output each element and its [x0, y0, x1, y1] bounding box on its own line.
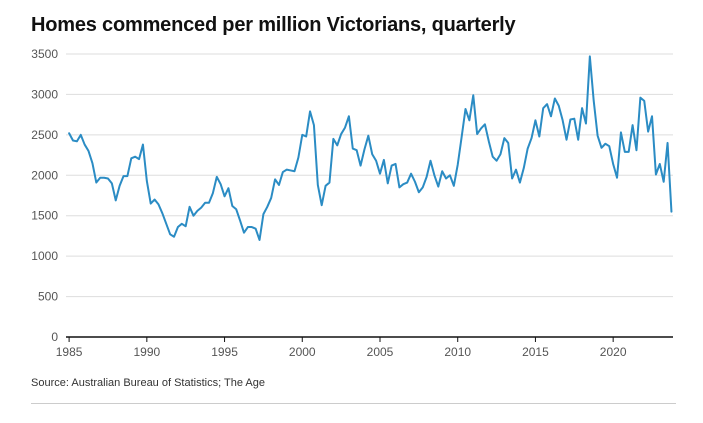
x-tick-label-2000: 2000 — [289, 345, 316, 359]
x-axis-ticks: 1985 1990 1995 2000 2005 2010 2015 2020 — [56, 337, 627, 359]
y-tick-label-2000: 2000 — [31, 168, 58, 182]
line-chart: 0 500 1000 1500 2000 2500 3000 3500 1985 1990 199… — [31, 47, 673, 359]
x-tick-label-2020: 2020 — [600, 345, 627, 359]
x-tick-label-1995: 1995 — [211, 345, 238, 359]
y-tick-label-2500: 2500 — [31, 128, 58, 142]
x-tick-label-1985: 1985 — [56, 345, 83, 359]
x-tick-label-2005: 2005 — [367, 345, 394, 359]
footer-divider — [31, 403, 676, 404]
y-tick-label-0: 0 — [51, 330, 58, 344]
x-tick-label-1990: 1990 — [133, 345, 160, 359]
y-tick-label-3500: 3500 — [31, 47, 58, 61]
source-note: Source: Australian Bureau of Statistics;… — [31, 377, 265, 389]
x-tick-label-2015: 2015 — [522, 345, 549, 359]
y-tick-label-3000: 3000 — [31, 87, 58, 101]
y-tick-label-500: 500 — [38, 290, 58, 304]
gridlines — [66, 53, 673, 298]
series-line — [68, 55, 673, 241]
x-tick-label-2010: 2010 — [444, 345, 471, 359]
y-axis-tick-labels: 0 500 1000 1500 2000 2500 3000 3500 — [31, 47, 58, 344]
y-tick-label-1000: 1000 — [31, 249, 58, 263]
chart-title: Homes commenced per million Victorians, … — [31, 14, 516, 36]
y-tick-label-1500: 1500 — [31, 209, 58, 223]
